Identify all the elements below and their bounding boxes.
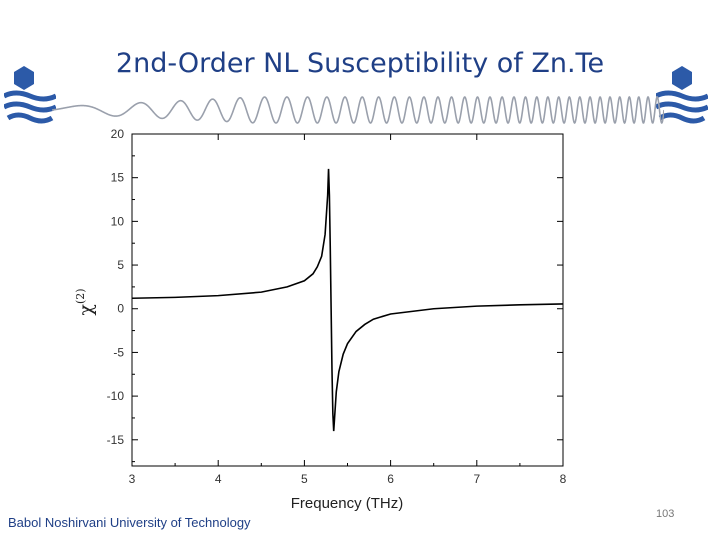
y-tick-label: 10 <box>111 214 125 228</box>
x-axis-ticks: 3 4 5 6 7 8 <box>129 134 567 486</box>
slide-title: 2nd-Order NL Susceptibility of Zn.Te <box>115 48 605 79</box>
susceptibility-curve <box>131 168 564 432</box>
university-logo-left <box>4 66 56 124</box>
y-axis-label-text: χ(2) <box>74 288 97 315</box>
x-tick-label: 5 <box>301 472 308 486</box>
university-logo-right <box>656 66 708 124</box>
x-tick-label: 4 <box>215 472 222 486</box>
plot-frame <box>131 133 564 467</box>
y-tick-label: 20 <box>111 127 125 141</box>
footer-university-name: Babol Noshirvani University of Technolog… <box>8 515 251 530</box>
x-axis-label: Frequency (THz) <box>291 495 404 512</box>
x-tick-label: 6 <box>387 472 394 486</box>
x-tick-label: 7 <box>473 472 480 486</box>
x-tick-label: 8 <box>560 472 567 486</box>
y-tick-label: -10 <box>107 389 125 403</box>
y-tick-label: 15 <box>111 171 125 185</box>
y-axis-ticks: 20 15 10 5 0 -5 -10 -15 <box>107 127 563 463</box>
y-tick-label: -5 <box>113 345 124 359</box>
y-tick-label: 5 <box>117 258 124 272</box>
x-tick-label: 3 <box>129 472 136 486</box>
y-tick-label: -15 <box>107 433 125 447</box>
page-number: 103 <box>656 508 675 520</box>
y-axis-label: χ(2) <box>74 288 97 315</box>
y-axis-label-base: χ <box>75 304 97 316</box>
chirp-wave-decoration <box>52 95 664 125</box>
y-tick-label: 0 <box>117 302 124 316</box>
y-axis-label-superscript: (2) <box>74 288 87 304</box>
